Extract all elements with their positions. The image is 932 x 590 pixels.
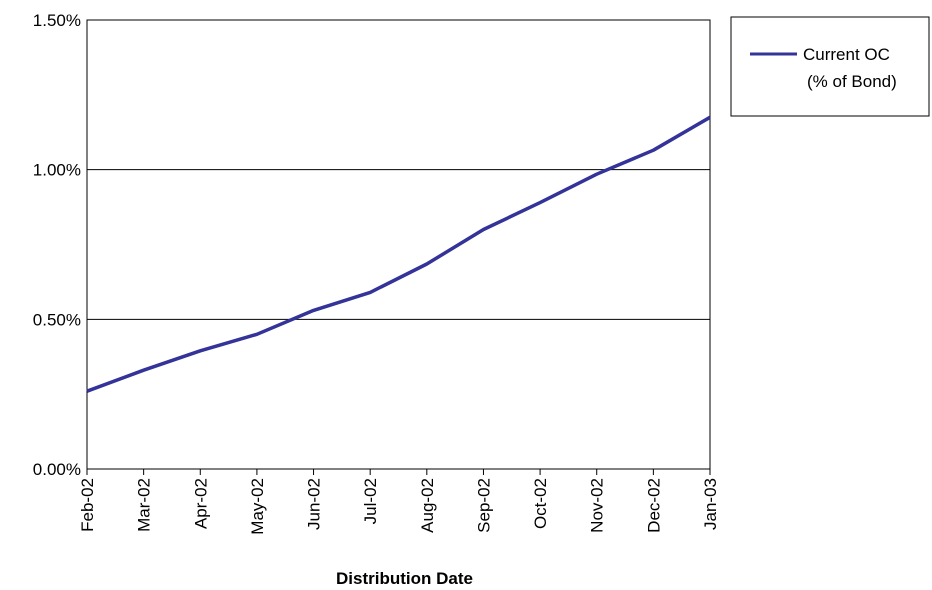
y-axis-tick-labels: 0.00% 0.50% 1.00% 1.50% bbox=[33, 11, 81, 479]
y-tick-label: 1.00% bbox=[33, 161, 81, 180]
x-tick-label: Jun-02 bbox=[305, 478, 324, 530]
x-axis-tick-labels: Feb-02 Mar-02 Apr-02 May-02 Jun-02 Jul-02 Aug-… bbox=[78, 478, 720, 535]
legend-label-line-2: (% of Bond) bbox=[807, 72, 897, 91]
legend: Current OC (% of Bond) bbox=[730, 16, 930, 117]
x-tick-label: Dec-02 bbox=[644, 478, 663, 533]
x-tick-label: Aug-02 bbox=[418, 478, 437, 533]
plot-area-frame bbox=[86, 19, 711, 470]
x-tick-label: Mar-02 bbox=[135, 478, 154, 532]
y-tick-label: 0.50% bbox=[33, 310, 81, 329]
x-axis-title: Distribution Date bbox=[336, 569, 473, 588]
y-tick-label: 0.00% bbox=[33, 460, 81, 479]
y-tick-label: 1.50% bbox=[33, 11, 81, 30]
x-axis-ticks bbox=[86, 469, 711, 475]
x-tick-label: Apr-02 bbox=[191, 478, 210, 529]
x-tick-label: Jan-03 bbox=[701, 478, 720, 530]
legend-box bbox=[730, 16, 930, 117]
x-tick-label: Feb-02 bbox=[78, 478, 97, 532]
x-tick-label: Nov-02 bbox=[588, 478, 607, 533]
series-layer bbox=[86, 115, 711, 393]
legend-label-line-1: Current OC bbox=[803, 45, 890, 64]
x-tick-label: May-02 bbox=[248, 478, 267, 535]
x-tick-label: Oct-02 bbox=[531, 478, 550, 529]
series-line bbox=[86, 115, 711, 393]
gridlines bbox=[87, 169, 710, 320]
x-tick-label: Jul-02 bbox=[361, 478, 380, 524]
x-tick-label: Sep-02 bbox=[474, 478, 493, 533]
